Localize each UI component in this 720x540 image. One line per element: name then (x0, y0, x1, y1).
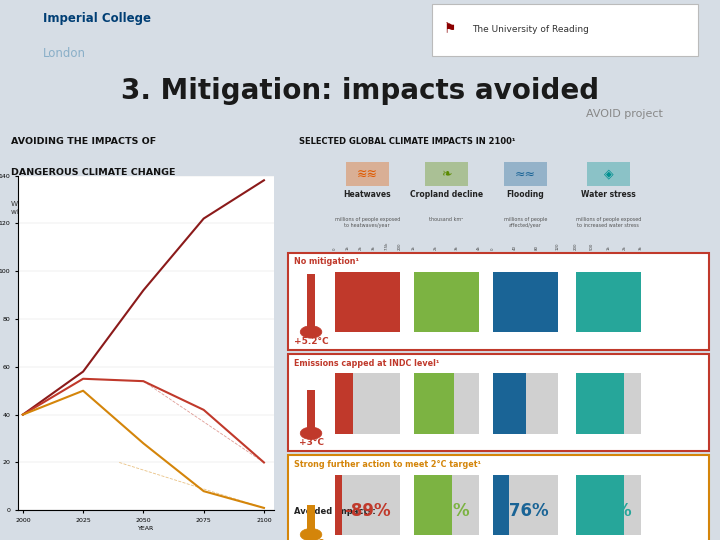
Text: 1k: 1k (412, 246, 416, 251)
Text: thousand km²: thousand km² (429, 218, 464, 222)
Bar (493, 373, 558, 434)
Bar (576, 272, 641, 332)
Bar (576, 373, 641, 434)
Bar (425, 161, 468, 186)
Bar (335, 475, 342, 535)
Text: 0: 0 (333, 248, 337, 251)
FancyBboxPatch shape (304, 470, 318, 533)
Text: Avoided impacts:: Avoided impacts: (294, 507, 376, 516)
Text: +3°C: +3°C (299, 438, 323, 447)
Bar (414, 272, 479, 332)
FancyBboxPatch shape (304, 268, 318, 330)
Text: 2k: 2k (433, 246, 438, 251)
Bar (414, 373, 479, 434)
Text: AVOIDING THE IMPACTS OF: AVOIDING THE IMPACTS OF (11, 137, 156, 146)
Bar (587, 161, 630, 186)
Text: 500: 500 (590, 243, 594, 251)
FancyBboxPatch shape (288, 253, 709, 350)
Text: 200: 200 (397, 243, 402, 251)
Text: 1k: 1k (606, 246, 611, 251)
Text: 200: 200 (574, 243, 578, 251)
Text: millions of people exposed
to increased water stress: millions of people exposed to increased … (576, 218, 641, 228)
Text: Emissions capped at INDC level¹: Emissions capped at INDC level¹ (294, 359, 439, 368)
Text: SELECTED GLOBAL CLIMATE IMPACTS IN 2100¹: SELECTED GLOBAL CLIMATE IMPACTS IN 2100¹ (299, 137, 516, 146)
Text: ≋≋: ≋≋ (356, 167, 378, 180)
Text: 3. Mitigation: impacts avoided: 3. Mitigation: impacts avoided (121, 77, 599, 105)
Bar (576, 475, 641, 535)
FancyBboxPatch shape (288, 455, 709, 540)
Text: -26%: -26% (585, 502, 631, 520)
Bar (335, 272, 400, 332)
Text: -41%: -41% (423, 502, 469, 520)
Bar (493, 475, 558, 535)
Text: With sustained effort up to and beyond 2030, the Paris pledges
will limit the se: With sustained effort up to and beyond 2… (11, 201, 240, 215)
Text: AVOID project: AVOID project (585, 109, 662, 119)
Text: 3k: 3k (639, 246, 643, 251)
Bar (307, 390, 315, 429)
Text: 2k: 2k (623, 246, 626, 251)
Text: 3k: 3k (372, 246, 376, 251)
Bar (414, 475, 479, 535)
Bar (307, 274, 315, 328)
Text: 40: 40 (513, 246, 517, 251)
Bar (576, 272, 641, 332)
X-axis label: YEAR: YEAR (138, 526, 154, 531)
Text: ❧: ❧ (441, 167, 451, 180)
Text: ◈: ◈ (603, 167, 613, 180)
Bar (576, 475, 624, 535)
Text: London: London (43, 47, 86, 60)
Bar (493, 272, 558, 332)
Bar (493, 373, 526, 434)
Text: millions of people exposed
to heatwaves/year: millions of people exposed to heatwaves/… (335, 218, 400, 228)
FancyBboxPatch shape (432, 4, 698, 56)
Text: 120: 120 (556, 243, 560, 251)
Text: 0: 0 (491, 248, 495, 251)
Bar (414, 373, 454, 434)
Bar (414, 272, 479, 332)
Text: Strong further action to meet 2°C target¹: Strong further action to meet 2°C target… (294, 460, 481, 469)
Bar (307, 505, 315, 530)
Bar (493, 272, 558, 332)
Bar (335, 373, 353, 434)
Bar (335, 475, 400, 535)
FancyBboxPatch shape (288, 354, 709, 451)
Text: +5.2°C: +5.2°C (294, 336, 328, 346)
Bar (576, 373, 624, 434)
Circle shape (300, 326, 322, 338)
Bar (335, 272, 400, 332)
Text: Water stress: Water stress (581, 191, 636, 199)
Text: 3k: 3k (455, 246, 459, 251)
Circle shape (300, 529, 322, 540)
Text: No mitigation¹: No mitigation¹ (294, 258, 359, 266)
Bar (493, 475, 509, 535)
Text: +2°C: +2°C (299, 539, 323, 540)
Bar (335, 373, 400, 434)
Text: The University of Reading: The University of Reading (472, 25, 588, 33)
Text: Heatwaves: Heatwaves (343, 191, 391, 199)
Text: Flooding: Flooding (507, 191, 544, 199)
Text: DANGEROUS CLIMATE CHANGE: DANGEROUS CLIMATE CHANGE (11, 168, 175, 177)
Text: 2k: 2k (359, 246, 363, 251)
Bar (414, 475, 452, 535)
Text: -76%: -76% (503, 502, 549, 520)
Text: 80: 80 (534, 246, 539, 251)
Text: 7.5k: 7.5k (384, 242, 389, 251)
Text: 4k: 4k (477, 246, 481, 251)
Circle shape (300, 427, 322, 440)
Text: millions of people
affected/year: millions of people affected/year (504, 218, 547, 228)
Text: 1k: 1k (346, 246, 350, 251)
FancyBboxPatch shape (304, 369, 318, 431)
Text: ≈≈: ≈≈ (515, 167, 536, 180)
Text: ⚑: ⚑ (444, 22, 456, 36)
Text: -89%: -89% (344, 502, 390, 520)
Text: Cropland decline: Cropland decline (410, 191, 483, 199)
Bar (346, 161, 389, 186)
Text: Imperial College: Imperial College (43, 12, 151, 25)
Bar (504, 161, 547, 186)
